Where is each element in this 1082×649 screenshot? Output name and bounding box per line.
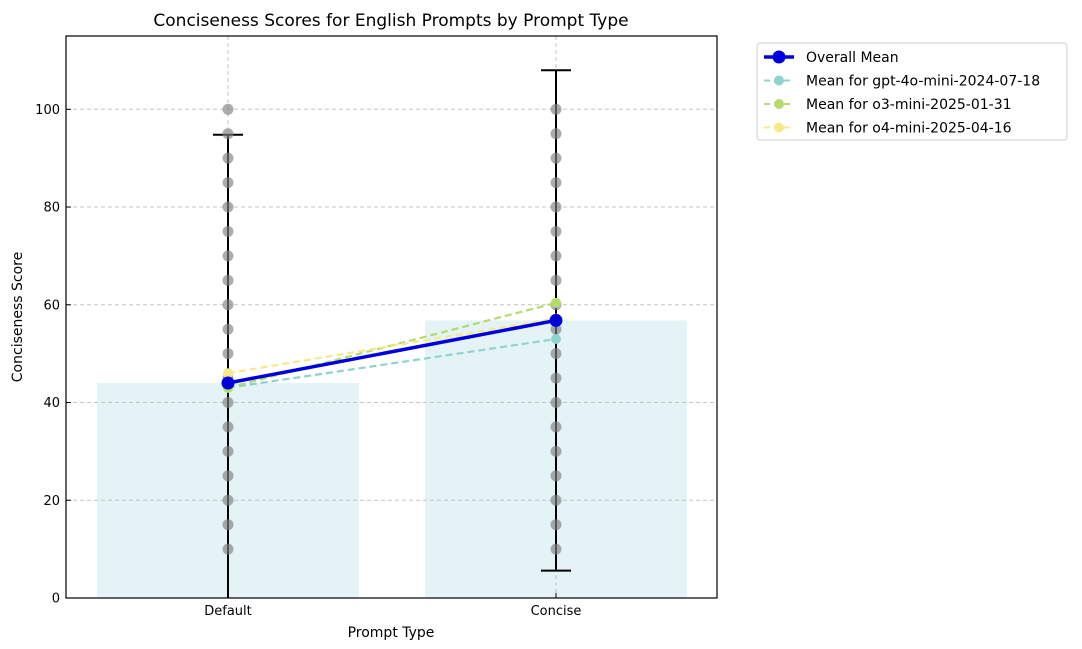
mean-marker	[223, 368, 233, 379]
score-point	[550, 225, 562, 237]
score-point	[222, 177, 234, 189]
score-point	[550, 201, 562, 213]
y-axis-label: Conciseness Score	[10, 252, 26, 382]
legend-marker	[774, 75, 784, 86]
legend-label: Mean for o3-mini-2025-01-31	[806, 97, 1012, 113]
score-point	[550, 348, 562, 360]
plot-frame	[65, 35, 718, 599]
score-point	[550, 543, 562, 555]
score-point	[550, 250, 562, 262]
legend-label: Overall Mean	[806, 50, 899, 66]
legend-box	[756, 42, 1068, 141]
score-point	[222, 299, 234, 311]
x-tick-label: Default	[204, 604, 252, 619]
score-point	[222, 519, 234, 531]
score-point	[550, 519, 562, 531]
score-point	[222, 323, 234, 335]
x-tick-label: Concise	[531, 604, 582, 619]
score-point	[550, 470, 562, 482]
y-tick-label: 20	[43, 494, 60, 509]
score-point	[222, 152, 234, 164]
score-point	[222, 128, 234, 140]
mean-line-mean-for-o4-mini-2025-04-16	[227, 317, 557, 375]
legend-marker	[774, 99, 784, 109]
score-point	[550, 274, 562, 286]
score-point	[222, 543, 234, 555]
mean-marker	[551, 333, 561, 344]
score-point	[550, 103, 562, 115]
score-point	[222, 225, 234, 237]
score-point	[222, 348, 234, 360]
score-point	[550, 152, 562, 164]
score-point	[550, 323, 562, 335]
score-point	[222, 445, 234, 457]
plot-area: 0 20 40 60 80 100 Default Concise	[35, 35, 718, 619]
legend-marker	[774, 122, 784, 133]
score-point	[550, 397, 562, 409]
score-point	[222, 274, 234, 286]
y-tick-label: 80	[43, 201, 60, 216]
score-point	[222, 421, 234, 433]
score-point	[550, 445, 562, 457]
chart-title: Conciseness Scores for English Prompts b…	[153, 11, 628, 31]
y-tick-label: 40	[43, 396, 60, 411]
score-point	[222, 103, 234, 115]
mean-line-overall-mean	[227, 318, 557, 385]
score-point	[222, 494, 234, 506]
legend-label: Mean for o4-mini-2025-04-16	[806, 121, 1012, 137]
score-point	[222, 250, 234, 262]
mean-marker	[551, 297, 561, 308]
score-point	[550, 421, 562, 433]
y-tick-label: 60	[43, 298, 60, 313]
y-tick-label: 100	[35, 103, 60, 118]
y-tick-label: 0	[52, 592, 60, 607]
score-point	[550, 494, 562, 506]
score-point	[222, 470, 234, 482]
mean-line-mean-for-gpt-4o-mini-2024-07-18	[227, 337, 557, 389]
x-axis-label: Prompt Type	[348, 625, 435, 641]
score-point	[550, 372, 562, 384]
mean-marker	[549, 313, 563, 327]
score-point	[222, 201, 234, 213]
legend-marker	[772, 50, 786, 64]
score-point	[222, 397, 234, 409]
mean-marker	[221, 376, 235, 390]
score-point	[550, 128, 562, 140]
score-point	[550, 177, 562, 189]
legend: Overall Mean Mean for gpt-4o-mini-2024-07…	[756, 42, 1068, 141]
legend-label: Mean for gpt-4o-mini-2024-07-18	[806, 74, 1040, 90]
